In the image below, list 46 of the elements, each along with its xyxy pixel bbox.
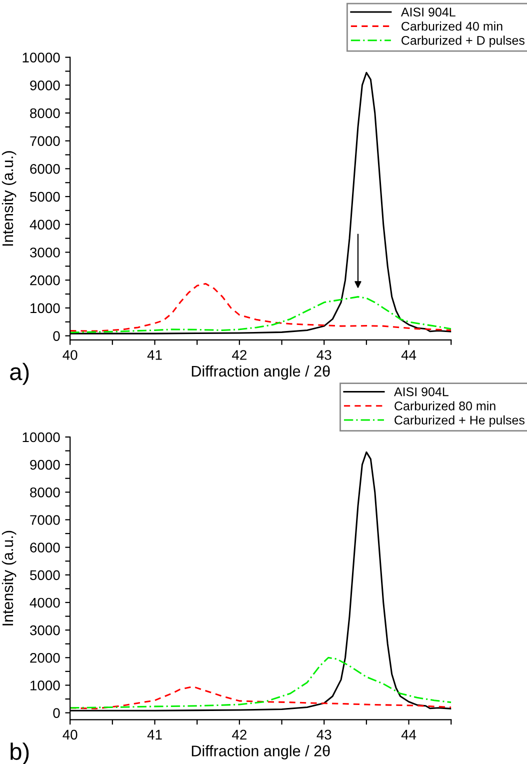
x-axis-title: Diffraction angle / 2θ: [192, 365, 330, 380]
y-tick-label: 5000: [30, 192, 60, 202]
x-tick-label: 40: [62, 350, 78, 360]
y-tick-label: 7000: [30, 515, 60, 525]
y-tick-label: 8000: [30, 108, 60, 118]
x-axis-title: Diffraction angle / 2θ: [192, 745, 330, 760]
y-tick-label: 3000: [30, 248, 60, 258]
legend-label: Carburized 80 min: [394, 401, 496, 410]
x-tick-label: 42: [232, 730, 246, 740]
y-tick-label: 7000: [30, 136, 60, 146]
y-tick-label: 8000: [30, 488, 60, 498]
y-tick-label: 5000: [30, 570, 60, 580]
y-tick-label: 0: [53, 331, 60, 341]
x-tick-label: 41: [147, 730, 162, 740]
y-tick-label: 4000: [30, 598, 60, 608]
legend-label: AISI 904L: [400, 8, 456, 17]
legend-label: Carburized 40 min: [402, 21, 502, 31]
legend-label: Carburized + D pulses: [402, 36, 524, 48]
x-tick-label: 43: [316, 730, 332, 740]
y-tick-label: 2000: [30, 275, 60, 286]
line-series: [70, 296, 452, 334]
y-tick-label: 10000: [22, 52, 60, 62]
x-tick-label: 43: [316, 350, 332, 360]
y-axis-title: Intensity (a.u.): [2, 151, 16, 246]
x-tick-label: 42: [232, 350, 246, 360]
legend-label: Carburized + He pulses: [394, 415, 524, 428]
y-tick-label: 6000: [30, 542, 60, 552]
y-tick-label: 9000: [30, 80, 60, 90]
x-tick-label: 44: [401, 350, 416, 360]
y-tick-label: 10000: [22, 432, 60, 442]
y-tick-label: 0: [53, 708, 60, 718]
text: a): [10, 362, 29, 385]
legend-label: AISI 904L: [394, 387, 448, 396]
y-tick-label: 4000: [30, 220, 60, 230]
line-series: [70, 282, 452, 332]
y-axis-title: Intensity (a.u.): [2, 530, 16, 626]
line-series: [70, 656, 452, 709]
x-tick-label: 40: [62, 730, 78, 740]
y-tick-label: 6000: [30, 164, 60, 174]
y-tick-label: 9000: [30, 460, 60, 470]
y-tick-label: 1000: [30, 680, 60, 690]
x-tick-label: 41: [147, 350, 162, 360]
y-tick-label: 3000: [30, 625, 60, 636]
y-tick-label: 2000: [30, 652, 60, 663]
x-tick-label: 44: [401, 730, 416, 740]
y-tick-label: 1000: [30, 303, 60, 314]
